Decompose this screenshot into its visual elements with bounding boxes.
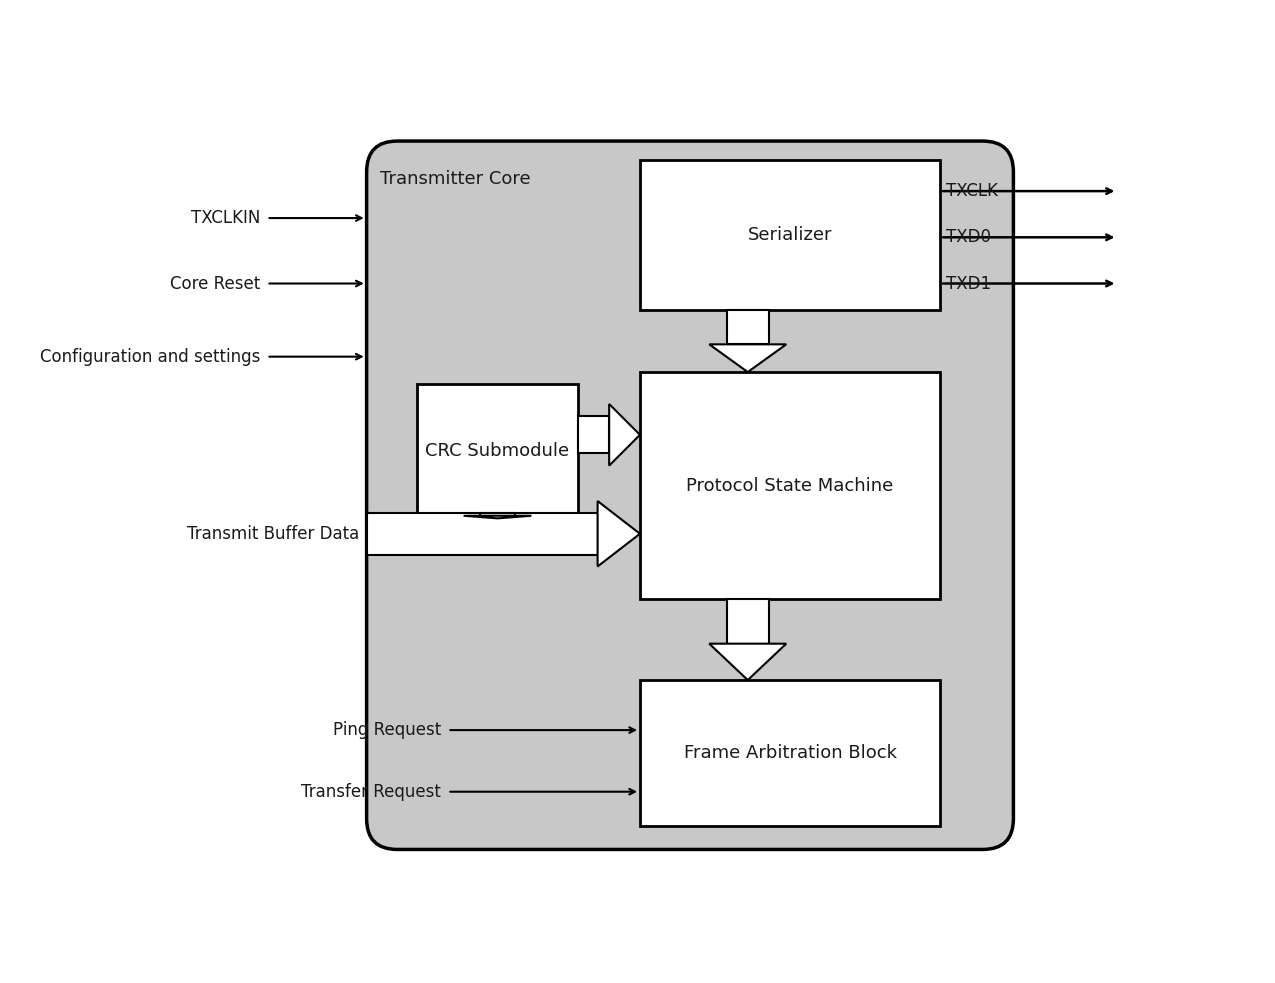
Text: Ping Request: Ping Request — [333, 722, 441, 739]
Text: Configuration and settings: Configuration and settings — [40, 348, 260, 366]
Bar — [727, 600, 769, 644]
Polygon shape — [609, 404, 640, 466]
Polygon shape — [709, 344, 787, 372]
Text: Transmit Buffer Data: Transmit Buffer Data — [186, 525, 360, 543]
Bar — [367, 512, 598, 555]
Text: Core Reset: Core Reset — [170, 274, 260, 293]
Bar — [727, 311, 769, 344]
Text: Protocol State Machine: Protocol State Machine — [686, 477, 894, 494]
Text: TXD0: TXD0 — [946, 228, 992, 247]
Text: Frame Arbitration Block: Frame Arbitration Block — [683, 744, 896, 762]
Text: Serializer: Serializer — [748, 226, 833, 245]
Polygon shape — [709, 644, 787, 680]
FancyBboxPatch shape — [367, 141, 1014, 849]
Bar — [481, 512, 515, 516]
Text: Transmitter Core: Transmitter Core — [380, 170, 532, 189]
Text: CRC Submodule: CRC Submodule — [426, 442, 570, 460]
Text: TXCLKIN: TXCLKIN — [191, 209, 260, 227]
Text: TXD1: TXD1 — [946, 274, 992, 293]
Polygon shape — [464, 516, 532, 518]
FancyBboxPatch shape — [640, 372, 940, 600]
Bar — [579, 417, 609, 453]
FancyBboxPatch shape — [640, 160, 940, 311]
FancyBboxPatch shape — [640, 680, 940, 827]
Text: TXCLK: TXCLK — [946, 182, 998, 201]
Text: Transfer Request: Transfer Request — [301, 782, 441, 801]
FancyBboxPatch shape — [417, 383, 579, 518]
Polygon shape — [598, 501, 640, 566]
